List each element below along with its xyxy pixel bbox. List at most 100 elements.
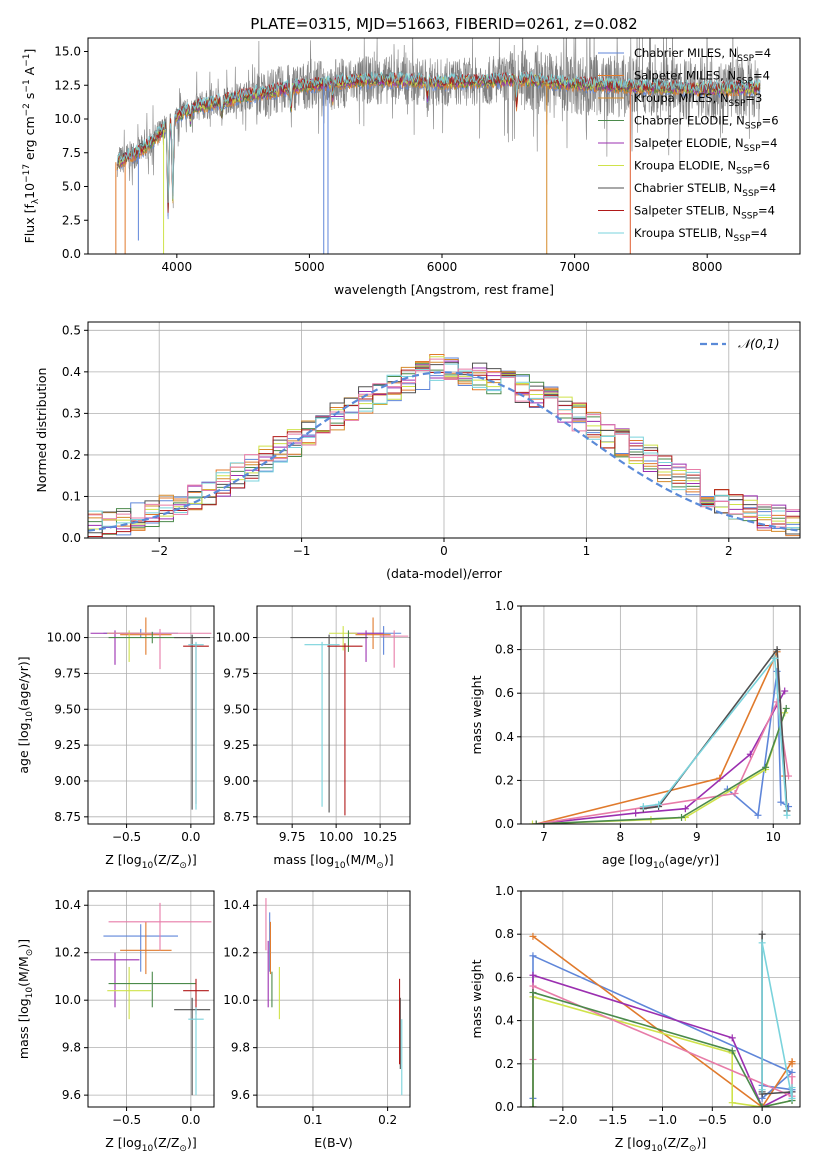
x-tick-label: 0.0: [753, 1113, 772, 1127]
legend-entry: 𝒩(0,1): [738, 336, 780, 351]
y-axis-label: age [log10(age/yr)]: [16, 656, 35, 773]
y-tick-label: 0.6: [495, 686, 514, 700]
y-tick-label: 0.0: [495, 817, 514, 831]
x-axis-label: wavelength [Angstrom, rest frame]: [334, 282, 554, 297]
series-line: [643, 647, 788, 811]
series-line: [643, 656, 788, 816]
histogram-step: [88, 358, 800, 538]
x-tick-label: −2.0: [548, 1113, 577, 1127]
y-tick-label: 9.8: [62, 1041, 81, 1055]
y-tick-label: 10.4: [54, 898, 81, 912]
plot-layer: 4000 5000 6000 7000 80000.02.55.07.510.012.5…: [16, 37, 801, 1154]
massweight-vs-age-panel: 7 8 9 10 0.0 0.2 0.4 0.6 0.8 1.0 age [log10(age/yr…: [469, 599, 801, 871]
y-tick-label: 0.4: [495, 1014, 514, 1028]
x-tick-label: 0: [440, 544, 448, 558]
x-tick-label: 1: [583, 544, 591, 558]
y-tick-label: 0.5: [62, 323, 81, 337]
x-tick-label: 5000: [294, 260, 325, 274]
x-tick-label: 6000: [427, 260, 458, 274]
series-lines: [529, 930, 796, 1107]
normal-curve: [88, 371, 800, 532]
x-tick-label: 10.25: [363, 830, 397, 844]
y-tick-label: 9.6: [231, 1088, 250, 1102]
x-axis-label: Z [log10(Z/Z⊙)]: [105, 1135, 196, 1154]
x-tick-label: 0.0: [181, 1113, 200, 1127]
y-tick-label: 0.3: [62, 406, 81, 420]
x-tick-label: −1.5: [598, 1113, 627, 1127]
legend-entry: Kroupa ELODIE, NSSP=6: [634, 159, 770, 177]
y-tick-label: 8.75: [223, 810, 250, 824]
x-axis-label: age [log10(age/yr)]: [602, 852, 719, 871]
spectrum-panel: 4000 5000 6000 7000 8000 0.0 2.5 5.0 7.5 10.0 12.5…: [22, 37, 801, 297]
axes-frame: [520, 890, 801, 1108]
x-tick-label: 10: [766, 830, 781, 844]
y-tick-label: 0.0: [495, 1100, 514, 1114]
y-tick-label: 10.4: [223, 898, 250, 912]
x-tick-label: 7: [540, 830, 548, 844]
y-tick-label: 10.00: [47, 631, 81, 645]
legend-entry: Salpeter STELIB, NSSP=4: [634, 204, 775, 222]
massweight-vs-Z-panel: −2.0 −1.5 −1.0 −0.5 0.0 0.0 0.2 0.4 0.6 0.8 1.0 Z […: [469, 884, 801, 1154]
y-tick-label: 1.0: [495, 599, 514, 613]
legend-entry: Chabrier STELIB, NSSP=4: [634, 181, 776, 199]
axes-frame: [256, 605, 411, 825]
y-tick-label: 9.75: [54, 666, 81, 680]
model-spectrum-line: [116, 71, 761, 203]
spectrum-lines: [115, 38, 761, 254]
y-tick-label: 10.0: [54, 112, 81, 126]
y-tick-label: 7.5: [62, 146, 81, 160]
y-axis-label: mass [log10(M/M⊙)]: [16, 939, 35, 1059]
y-tick-label: 15.0: [54, 45, 81, 59]
x-tick-label: 4000: [162, 260, 193, 274]
residuals-panel: −2 −1 0 1 2 0.0 0.1 0.2 0.3 0.4 0.5 𝒩(0,1) (data-mod…: [34, 321, 801, 581]
x-tick-label: 9: [693, 830, 701, 844]
age-vs-Z-panel: −0.5 0.0 8.75 9.00 9.25 9.50 9.75 10.00 Z [log10…: [16, 605, 215, 871]
legend-entry: Salpeter ELODIE, NSSP=4: [634, 136, 777, 154]
x-axis-label: Z [log10(Z/Z⊙)]: [105, 852, 196, 871]
x-tick-label: −1.0: [648, 1113, 677, 1127]
histogram-lines: [88, 353, 800, 538]
x-tick-label: 0.0: [181, 830, 200, 844]
axes-frame: [87, 37, 801, 255]
x-tick-label: −0.5: [112, 830, 141, 844]
series-lines: [528, 646, 793, 824]
x-tick-label: 8000: [692, 260, 723, 274]
errorbars: [90, 617, 212, 810]
errorbars: [290, 617, 409, 816]
axes-frame: [87, 890, 215, 1108]
x-axis-label: Z [log10(Z/Z⊙)]: [615, 1135, 706, 1154]
y-tick-label: 8.75: [54, 810, 81, 824]
y-tick-label: 10.0: [54, 993, 81, 1007]
x-axis-label: E(B-V): [314, 1135, 353, 1150]
x-tick-label: −0.5: [698, 1113, 727, 1127]
mass-vs-ebv-panel: 0.1 0.2 9.6 9.8 10.0 10.2 10.4 E(B-V): [223, 890, 411, 1150]
age-vs-mass-panel: 9.75 10.00 10.25 8.75 9.00 9.25 9.50 9.75 10.00 m…: [216, 605, 411, 871]
y-tick-label: 12.5: [54, 78, 81, 92]
errorbars: [90, 902, 212, 1096]
x-tick-label: 0.1: [303, 1113, 322, 1127]
x-tick-label: −1: [293, 544, 311, 558]
y-axis-label: mass weight: [469, 959, 484, 1038]
y-tick-label: 9.6: [62, 1088, 81, 1102]
y-tick-label: 0.0: [62, 247, 81, 261]
y-tick-label: 5.0: [62, 180, 81, 194]
axes-frame: [87, 605, 215, 825]
y-tick-label: 0.1: [62, 489, 81, 503]
mass-vs-Z-panel: −0.5 0.0 9.6 9.8 10.0 10.2 10.4 Z [log10(Z/Z⊙)]…: [16, 890, 215, 1154]
y-axis-label: Normed distribution: [34, 368, 49, 493]
y-tick-label: 0.8: [495, 927, 514, 941]
axes-frame: [520, 605, 801, 825]
x-tick-label: 10.00: [319, 830, 353, 844]
y-tick-label: 10.2: [223, 946, 250, 960]
legend-entry: Chabrier ELODIE, NSSP=6: [634, 114, 779, 132]
x-tick-label: 2: [725, 544, 733, 558]
legend-entry: Kroupa MILES, NSSP=3: [634, 91, 762, 109]
legend-entry: Kroupa STELIB, NSSP=4: [634, 226, 767, 244]
y-tick-label: 0.2: [495, 1057, 514, 1071]
y-tick-label: 9.25: [54, 738, 81, 752]
x-axis-label: (data-model)/error: [386, 566, 503, 581]
errorbars: [265, 898, 403, 1096]
x-tick-label: 9.75: [279, 830, 306, 844]
y-tick-label: 10.2: [54, 946, 81, 960]
